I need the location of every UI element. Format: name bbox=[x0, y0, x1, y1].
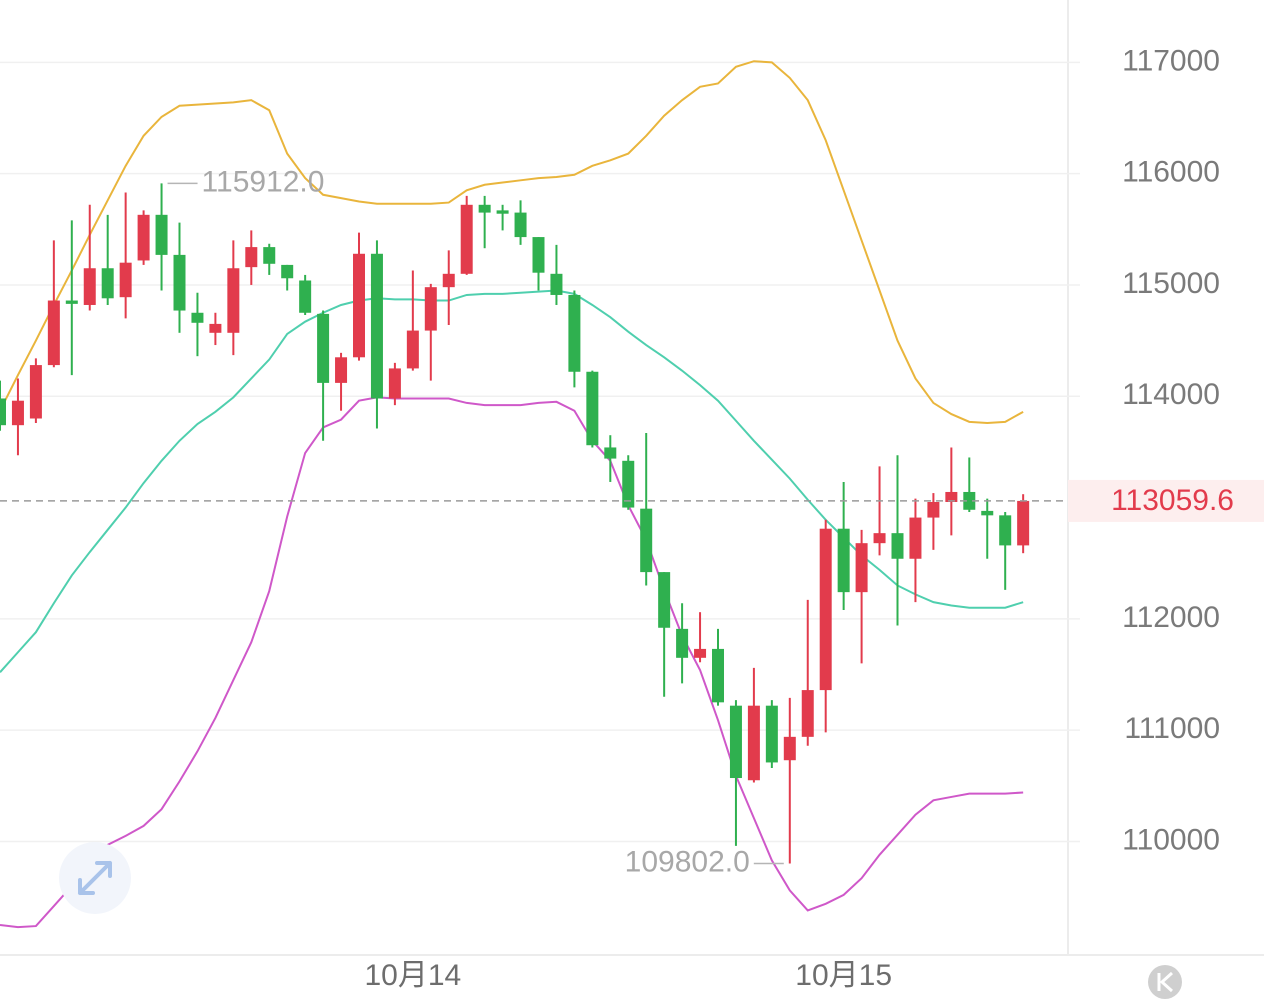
bands bbox=[0, 60, 1024, 929]
candle-body bbox=[963, 491, 976, 510]
candle-body bbox=[299, 280, 312, 313]
candle-body bbox=[47, 300, 60, 366]
candle-body bbox=[999, 515, 1012, 546]
candle-body bbox=[532, 237, 545, 273]
candle-body bbox=[801, 690, 814, 737]
candle-body bbox=[370, 253, 383, 399]
labels: 110000 111000 112000 114000 115000 116000 1170… bbox=[0, 44, 1264, 992]
grid bbox=[0, 61, 1080, 843]
candle-body bbox=[335, 357, 348, 383]
candle-body bbox=[442, 273, 455, 288]
candle-body bbox=[0, 398, 6, 426]
candle-body bbox=[83, 268, 96, 305]
candle-body bbox=[137, 214, 150, 261]
candle-body bbox=[119, 262, 132, 298]
candle-body bbox=[783, 736, 796, 761]
y-tick-label: 111000 bbox=[1124, 712, 1220, 745]
candle-body bbox=[317, 313, 330, 383]
candle-body bbox=[604, 447, 617, 459]
candle-body bbox=[173, 254, 186, 311]
candle-body bbox=[729, 705, 742, 779]
candle-body bbox=[406, 330, 419, 369]
candle-body bbox=[424, 287, 437, 331]
candle-body bbox=[765, 705, 778, 763]
candle-body bbox=[65, 300, 78, 304]
candle-body bbox=[281, 264, 294, 279]
candle-body bbox=[29, 365, 42, 419]
candle-body bbox=[640, 508, 653, 573]
candle-body bbox=[191, 312, 204, 323]
candle-body bbox=[855, 543, 868, 593]
candle-body bbox=[227, 268, 240, 333]
candle-body bbox=[712, 648, 724, 703]
band-line bbox=[0, 289, 1024, 673]
candle-body bbox=[514, 212, 527, 238]
candle-body bbox=[622, 460, 635, 508]
candle-body bbox=[550, 273, 563, 295]
candle-body bbox=[837, 528, 850, 593]
candle-body bbox=[478, 204, 491, 213]
candle-body bbox=[586, 371, 599, 446]
candle-body bbox=[1017, 500, 1030, 546]
candle-body bbox=[694, 648, 707, 658]
annotation-label: 109802.0 bbox=[625, 845, 750, 878]
candle-body bbox=[909, 517, 922, 559]
candle-body bbox=[819, 528, 832, 691]
candle-body bbox=[981, 510, 994, 516]
y-tick-label: 115000 bbox=[1122, 267, 1220, 300]
candle-body bbox=[676, 628, 689, 658]
candle-body bbox=[155, 214, 168, 255]
x-tick-label: 10月14 bbox=[364, 959, 461, 992]
band-line bbox=[0, 396, 1024, 929]
candle-body bbox=[927, 501, 940, 518]
y-tick-label: 114000 bbox=[1122, 378, 1220, 411]
annotation-label: 115912.0 bbox=[202, 165, 325, 198]
candle-body bbox=[245, 247, 258, 268]
y-tick-label: 117000 bbox=[1122, 44, 1220, 77]
candle-body bbox=[460, 204, 473, 274]
candle-body bbox=[873, 533, 886, 544]
candle-body bbox=[388, 368, 401, 399]
candle-body bbox=[945, 491, 958, 502]
y-tick-label: 112000 bbox=[1122, 601, 1220, 634]
candle-body bbox=[263, 247, 276, 264]
candle-body bbox=[11, 400, 24, 426]
y-tick-label: 110000 bbox=[1122, 823, 1220, 856]
last-price-box bbox=[1068, 479, 1264, 522]
expand-button[interactable] bbox=[59, 842, 131, 914]
candle-body bbox=[496, 210, 509, 214]
band-line bbox=[0, 60, 1024, 424]
k-button[interactable] bbox=[1148, 965, 1182, 999]
candle-body bbox=[658, 572, 671, 628]
candle-body bbox=[568, 294, 581, 372]
candle-body bbox=[353, 253, 365, 358]
y-tick-label: 116000 bbox=[1122, 156, 1220, 189]
last-price-label: 113059.6 bbox=[1111, 484, 1234, 517]
candle-body bbox=[101, 268, 114, 299]
candles bbox=[0, 183, 1030, 864]
candle-body bbox=[891, 533, 904, 559]
candle-body bbox=[209, 323, 222, 333]
candle-body bbox=[747, 705, 760, 781]
x-tick-label: 10月15 bbox=[795, 959, 892, 992]
